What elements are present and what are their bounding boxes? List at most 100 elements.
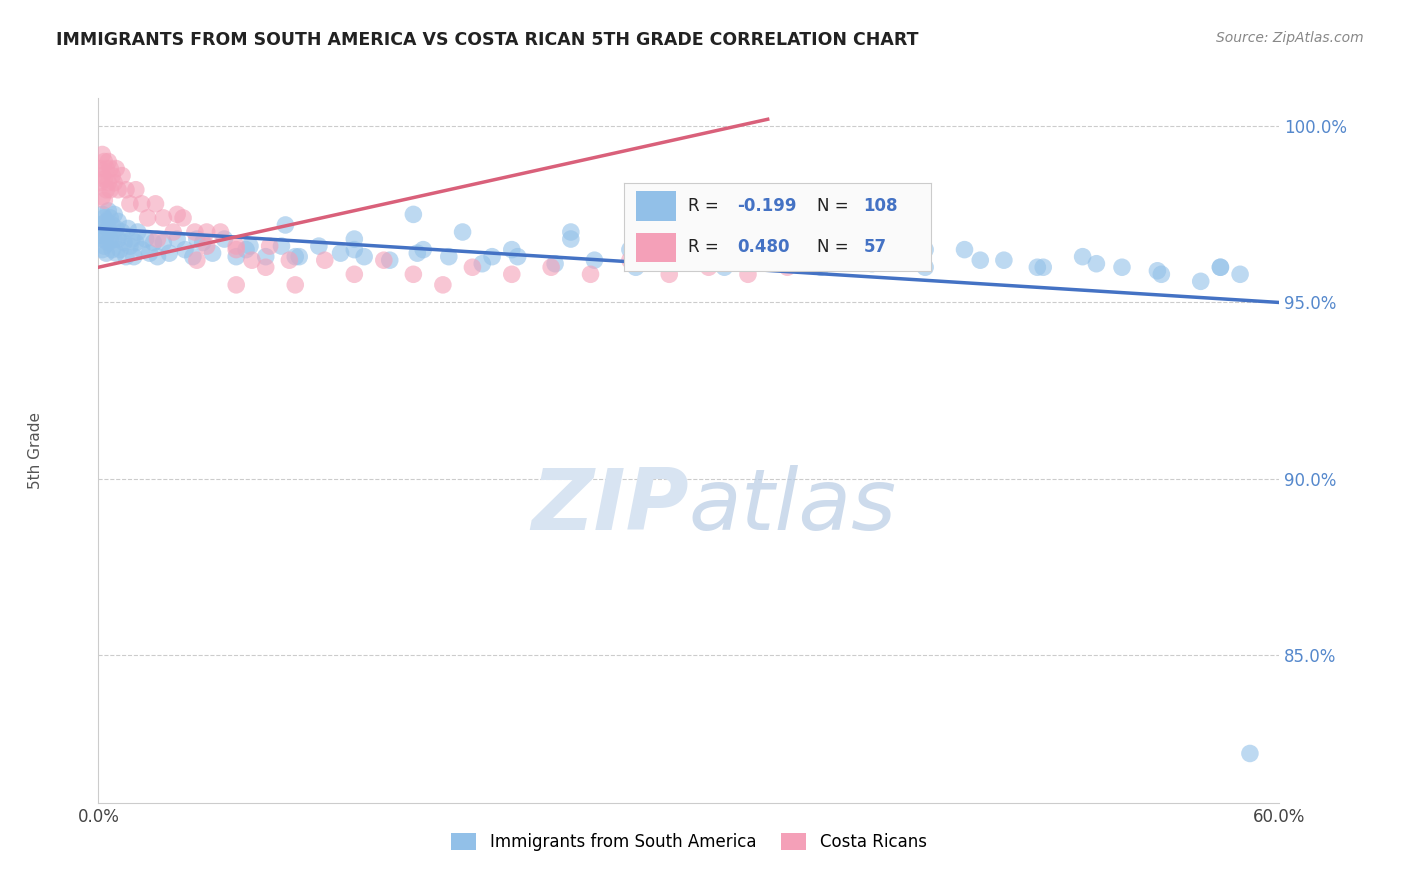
Point [1239,747,1261,761]
Point [111,225,134,239]
Point [91,147,114,161]
Point [544,257,567,271]
Point [860,257,883,271]
Point [619,253,641,268]
Point [107,214,129,228]
Point [174,243,197,257]
Point [953,243,976,257]
Bar [637,192,676,220]
Point [904,253,927,268]
Point [108,243,131,257]
Point [274,218,297,232]
Point [186,253,208,268]
Point [107,183,129,197]
Point [855,243,877,257]
Point [969,253,991,268]
Point [122,250,145,264]
Point [288,250,311,264]
Point [914,260,936,275]
Point [96,228,118,243]
Point [89,228,111,243]
Point [93,211,115,225]
Point [761,253,783,268]
Point [152,211,174,225]
Point [1111,260,1133,275]
Point [240,253,263,268]
Point [1150,268,1173,282]
Point [97,154,120,169]
Point [96,246,118,260]
Point [195,225,218,239]
Point [373,253,395,268]
Point [191,235,214,250]
Point [97,235,120,250]
Point [1071,250,1094,264]
Point [195,239,218,253]
Point [103,232,125,246]
Point [127,225,149,239]
Point [186,232,208,246]
Point [697,260,720,275]
Point [1032,260,1054,275]
Point [506,250,529,264]
Point [796,239,818,253]
Point [152,235,174,250]
Point [225,243,247,257]
Point [412,243,434,257]
Point [329,246,352,260]
Point [91,232,114,246]
Point [146,250,169,264]
Point [402,207,425,221]
Point [118,197,141,211]
Point [501,268,523,282]
Point [1146,264,1168,278]
Point [1229,268,1251,282]
Text: IMMIGRANTS FROM SOUTH AMERICA VS COSTA RICAN 5TH GRADE CORRELATION CHART: IMMIGRANTS FROM SOUTH AMERICA VS COSTA R… [56,31,918,49]
Text: atlas: atlas [689,466,897,549]
Point [131,243,153,257]
Point [254,250,277,264]
Point [115,250,138,264]
Point [214,232,236,246]
Point [135,232,157,246]
Point [254,260,277,275]
Point [1085,257,1108,271]
Text: 57: 57 [863,238,887,256]
Point [343,268,366,282]
Point [737,243,759,257]
Point [378,253,401,268]
Point [343,232,366,246]
Point [103,207,125,221]
Point [560,232,582,246]
Point [713,260,735,275]
Point [540,260,562,275]
Point [1209,260,1232,275]
Point [146,232,169,246]
Point [471,257,494,271]
Point [624,260,647,275]
Point [166,207,188,221]
Point [239,239,262,253]
Text: 0.480: 0.480 [738,238,790,256]
Legend: Immigrants from South America, Costa Ricans: Immigrants from South America, Costa Ric… [444,826,934,858]
Point [259,239,281,253]
Point [98,183,121,197]
Point [579,268,602,282]
Point [402,268,425,282]
Point [451,225,474,239]
Point [138,246,160,260]
Point [284,277,307,292]
Point [91,207,114,221]
Point [125,183,148,197]
Point [796,253,818,268]
Point [131,197,153,211]
Point [93,154,115,169]
Point [89,161,111,176]
Point [481,250,503,264]
Point [97,203,120,218]
Point [278,253,301,268]
Point [737,268,759,282]
Point [96,214,118,228]
Point [201,246,224,260]
Point [97,176,120,190]
